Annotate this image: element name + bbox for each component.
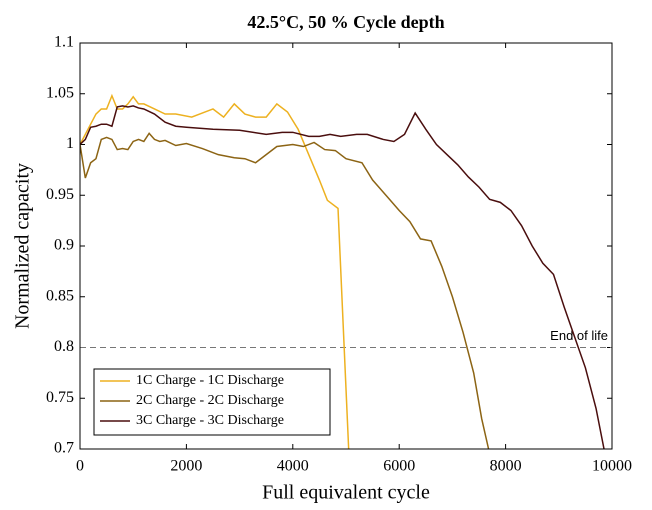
series-line: [80, 93, 350, 449]
x-tick-label: 10000: [592, 458, 632, 475]
legend-box: [93, 368, 331, 436]
x-tick-label: 0: [76, 458, 84, 475]
y-tick-label: 0.85: [46, 287, 74, 304]
series-line: [80, 105, 605, 449]
y-tick-label: 0.7: [54, 440, 74, 457]
x-tick-label: 4000: [277, 458, 309, 475]
y-tick-label: 0.95: [46, 186, 74, 203]
legend-label: 2C Charge - 2C Discharge: [136, 393, 284, 408]
x-tick-label: 6000: [383, 458, 415, 475]
legend-label: 3C Charge - 3C Discharge: [136, 413, 284, 428]
y-axis-label: Normalized capacity: [12, 163, 34, 329]
legend-label: 1C Charge - 1C Discharge: [136, 373, 284, 388]
x-tick-label: 2000: [170, 458, 202, 475]
series-line: [80, 132, 490, 449]
y-tick-label: 1.05: [46, 84, 74, 101]
x-axis-label: Full equivalent cycle: [262, 482, 430, 504]
y-tick-label: 0.75: [46, 389, 74, 406]
reference-label: End of life: [550, 328, 608, 343]
x-tick-label: 8000: [490, 458, 522, 475]
y-tick-label: 0.9: [54, 237, 74, 254]
chart-title: 42.5°C, 50 % Cycle depth: [247, 12, 444, 32]
axes-box: [79, 42, 613, 450]
y-tick-label: 1: [66, 135, 74, 152]
y-tick-label: 0.8: [54, 338, 74, 355]
y-tick-label: 1.1: [54, 34, 74, 51]
